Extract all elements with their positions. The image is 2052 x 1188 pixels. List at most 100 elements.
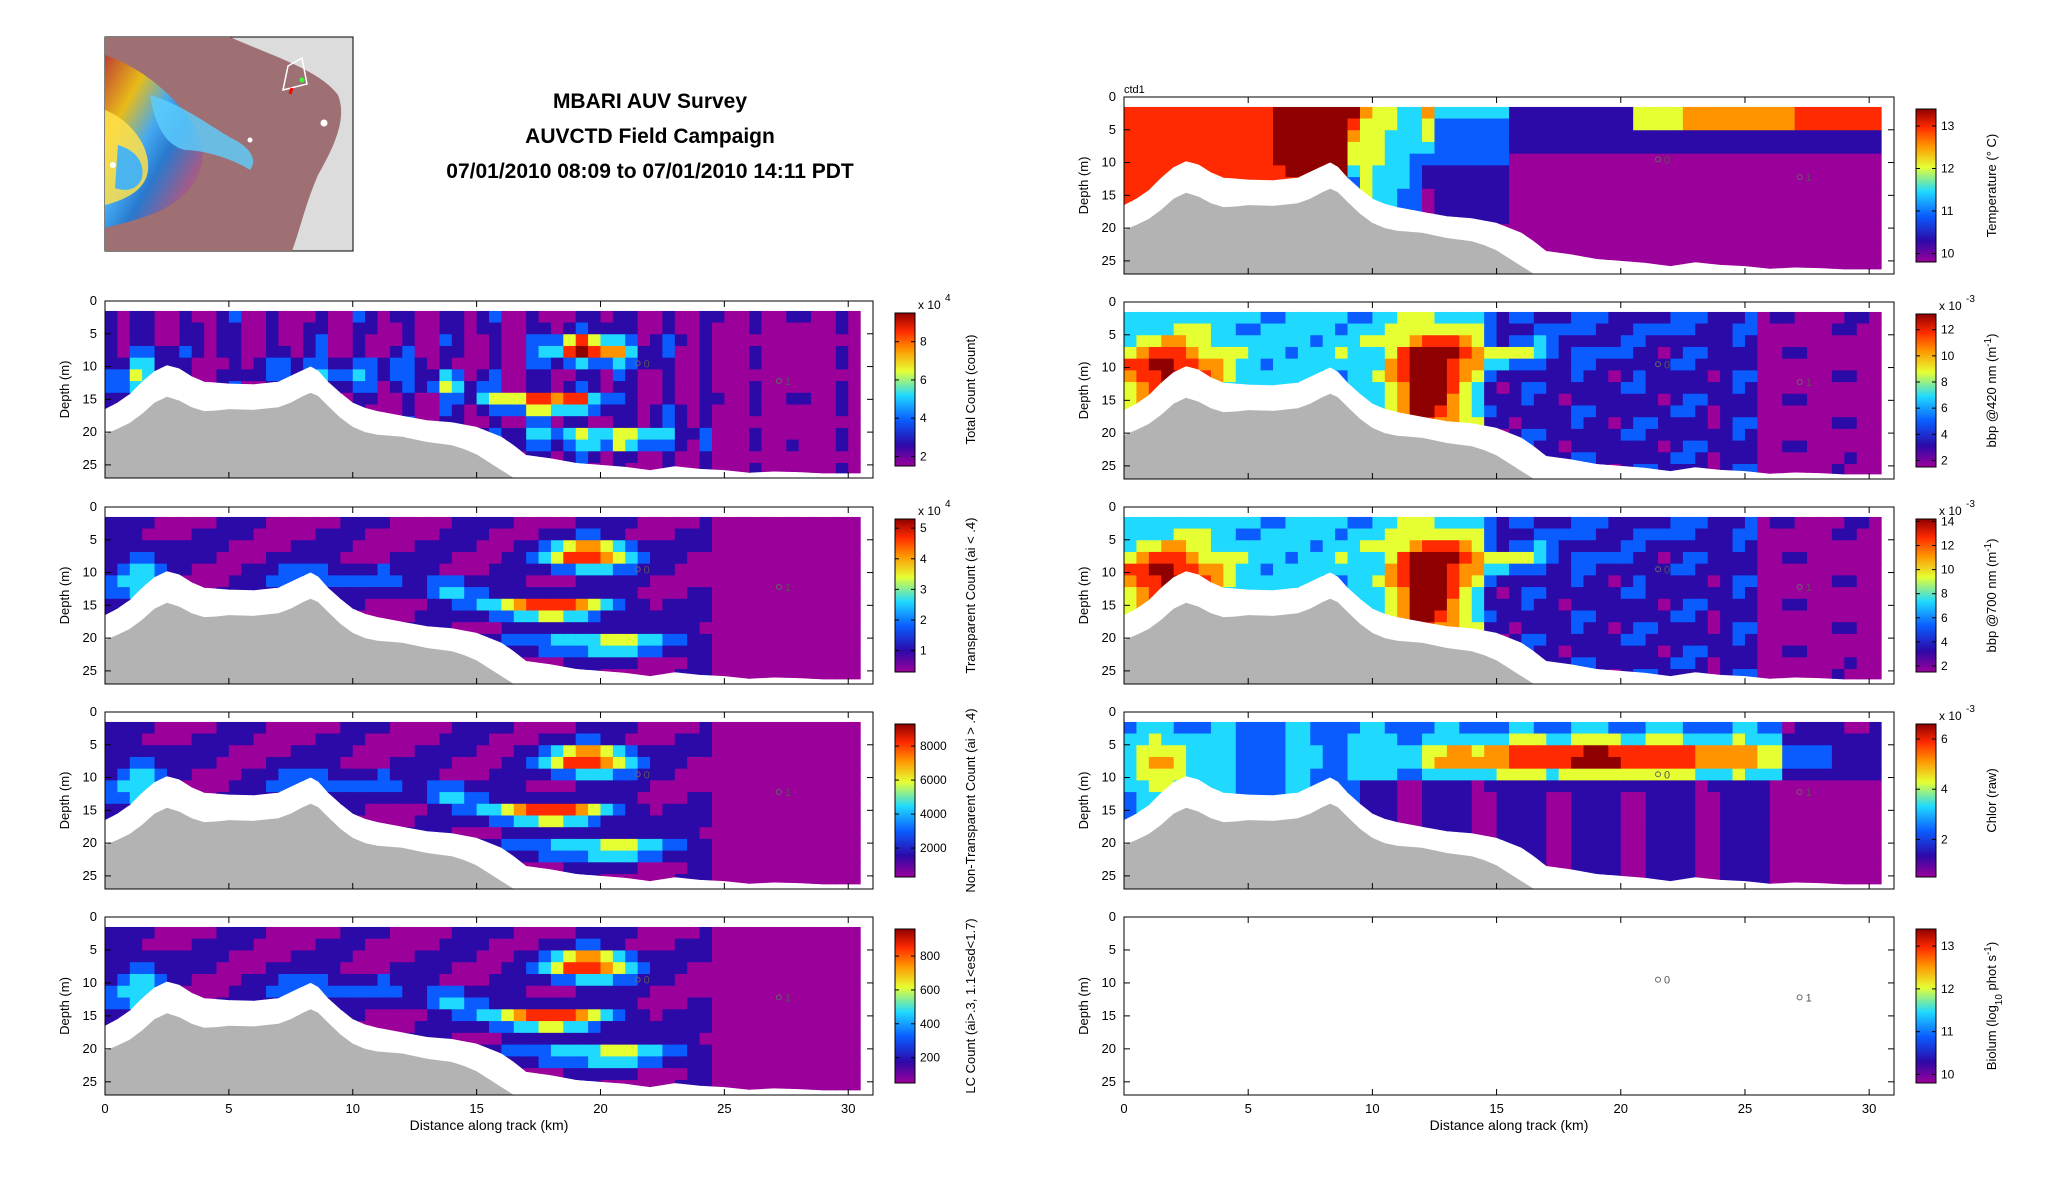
waypoint-label-1: 1 bbox=[1806, 377, 1812, 389]
waypoint-marker-0 bbox=[634, 360, 641, 367]
bathymetry bbox=[105, 598, 514, 684]
colorbar-tick-label: 2 bbox=[1941, 832, 1948, 846]
colorbar-tick-label: 8 bbox=[920, 335, 927, 349]
auv-position-marker bbox=[299, 77, 305, 83]
colorbar-lc_count: 200 400 600 800 LC Count (ai>.3, 1.1<esd<1.7… bbox=[894, 918, 978, 1094]
waypoint-marker-1 bbox=[775, 994, 782, 1001]
y-tick-label: 0 bbox=[1109, 909, 1116, 924]
x-tick-label: 0 bbox=[101, 1101, 108, 1116]
colorbar-tick-label: 13 bbox=[1941, 939, 1955, 953]
colorbar-tick-label: 6 bbox=[1941, 401, 1948, 415]
colorbar-tick-label: 12 bbox=[1941, 982, 1955, 996]
waypoint-marker-0 bbox=[1655, 566, 1662, 573]
colorbar-tick-label: 200 bbox=[920, 1051, 940, 1065]
x-tick-label: 15 bbox=[1489, 1101, 1503, 1116]
waypoint-marker-0 bbox=[634, 771, 641, 778]
waypoint-marker-1 bbox=[1796, 173, 1803, 180]
colorbar-temperature: 10 11 12 13 Temperature (° C) bbox=[1915, 108, 1999, 263]
axes-frame bbox=[104, 711, 874, 890]
colorbar-total_count: 2 4 6 8 x 10 4 Total Count (count) bbox=[894, 293, 978, 467]
survey-track bbox=[282, 56, 308, 92]
axes-frame bbox=[1123, 96, 1895, 275]
y-axis-label: Depth (m) bbox=[57, 567, 72, 625]
y-tick-label: 5 bbox=[90, 737, 97, 752]
colorbar-tick-label: 4000 bbox=[920, 807, 947, 821]
y-tick-label: 20 bbox=[1102, 835, 1116, 850]
y-tick-label: 20 bbox=[1102, 425, 1116, 440]
map-inset bbox=[104, 36, 354, 252]
y-axis-label: Depth (m) bbox=[1076, 977, 1091, 1035]
colorbar-transparent_count: 1 2 3 4 5 x 10 4 Transparent Count (ai < .4) bbox=[894, 499, 978, 673]
colorbar-tick-label: 12 bbox=[1941, 162, 1955, 176]
colorbar-tick-label: 12 bbox=[1941, 539, 1955, 553]
waypoint-marker-1 bbox=[1796, 583, 1803, 590]
colorbar-label: LC Count (ai>.3, 1.1<esd<1.7) bbox=[963, 918, 978, 1093]
colorbar-tick-label: 2 bbox=[1941, 659, 1948, 673]
colorbar-exponent: x 10 bbox=[1939, 709, 1962, 723]
x-tick-label: 20 bbox=[593, 1101, 607, 1116]
x-tick-label: 25 bbox=[1738, 1101, 1752, 1116]
colorbar-tick-label: 4 bbox=[920, 552, 927, 566]
colorbar-tick-label: 11 bbox=[1941, 1025, 1954, 1039]
y-tick-label: 10 bbox=[1102, 155, 1116, 170]
y-tick-label: 10 bbox=[83, 359, 97, 374]
colorbar-label: Non-Transparent Count (ai > .4) bbox=[963, 708, 978, 892]
colorbar-tick-label: 4 bbox=[1941, 635, 1948, 649]
waypoint-marker-0 bbox=[1655, 976, 1662, 983]
waypoint-label-1: 1 bbox=[1806, 992, 1812, 1004]
y-tick-label: 5 bbox=[1109, 122, 1116, 137]
x-tick-label: 25 bbox=[717, 1101, 731, 1116]
temperature-field bbox=[1124, 106, 1882, 274]
colorbar-tick-label: 3 bbox=[920, 582, 927, 596]
colorbar-tick-label: 13 bbox=[1941, 119, 1955, 133]
colorbar-nontransparent_count: 2000 4000 6000 8000 Non-Transparent Count (a… bbox=[894, 708, 978, 893]
axes-frame bbox=[104, 916, 874, 1096]
y-tick-label: 0 bbox=[1109, 294, 1116, 309]
y-tick-label: 10 bbox=[1102, 975, 1116, 990]
y-tick-label: 15 bbox=[1102, 802, 1116, 817]
y-axis-label: Depth (m) bbox=[1076, 567, 1091, 625]
y-tick-label: 15 bbox=[1102, 597, 1116, 612]
axes-frame bbox=[104, 506, 874, 685]
colorbar-bbp700: 2 4 6 8 10 12 14x 10 -3 bbp @700 nm (m-1) bbox=[1915, 499, 1999, 673]
bathymetry bbox=[1124, 393, 1534, 479]
colorbar-exponent-power: 4 bbox=[945, 293, 951, 304]
y-tick-label: 20 bbox=[1102, 220, 1116, 235]
corner-label: ctd1 bbox=[1124, 84, 1145, 96]
waypoint-marker-0 bbox=[1655, 771, 1662, 778]
y-tick-label: 5 bbox=[90, 326, 97, 341]
colorbar-tick-label: 8000 bbox=[920, 739, 947, 753]
colorbar-tick-label: 2 bbox=[1941, 453, 1948, 467]
colorbar-tick-label: 4 bbox=[920, 411, 927, 425]
waypoint-label-0: 0 bbox=[1664, 769, 1670, 781]
y-axis-label: Depth (m) bbox=[57, 772, 72, 830]
colorbar-bbp420: 2 4 6 8 10 12 x 10 -3 bbp @420 nm (m-1) bbox=[1915, 294, 1999, 468]
x-tick-label: 10 bbox=[346, 1101, 360, 1116]
colorbar-tick-label: 4 bbox=[1941, 782, 1948, 796]
colorbar-tick-label: 600 bbox=[920, 983, 940, 997]
colorbar-exponent: x 10 bbox=[918, 298, 941, 312]
colorbar-exponent-power: 4 bbox=[945, 499, 951, 510]
auv-track-marker bbox=[288, 87, 294, 95]
y-tick-label: 15 bbox=[83, 391, 97, 406]
waypoint-label-0: 0 bbox=[1664, 154, 1670, 166]
colorbar-tick-label: 8 bbox=[1941, 587, 1948, 601]
total_count-field bbox=[105, 310, 861, 478]
y-axis-label: Depth (m) bbox=[1076, 772, 1091, 830]
colorbar-tick-label: 6000 bbox=[920, 773, 947, 787]
y-tick-label: 20 bbox=[83, 424, 97, 439]
waypoint-label-0: 0 bbox=[1664, 564, 1670, 576]
waypoint-label-0: 0 bbox=[1664, 359, 1670, 371]
waypoint-marker-1 bbox=[775, 583, 782, 590]
y-tick-label: 0 bbox=[90, 499, 97, 514]
y-tick-label: 15 bbox=[83, 1008, 97, 1023]
waypoint-marker-1 bbox=[1796, 378, 1803, 385]
y-tick-label: 20 bbox=[83, 1041, 97, 1056]
x-tick-label: 15 bbox=[469, 1101, 483, 1116]
bbp420-field bbox=[1124, 311, 1882, 479]
